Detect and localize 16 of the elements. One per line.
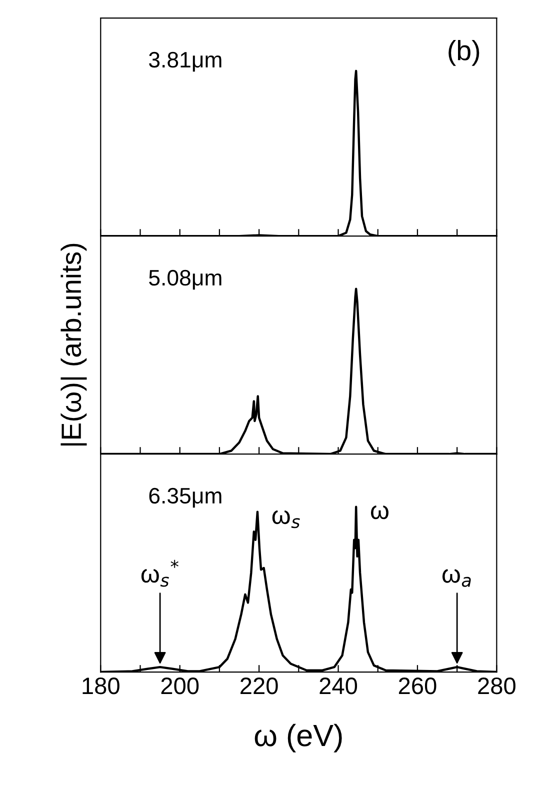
x-tick-label: 200	[161, 678, 199, 694]
annotation: ω$_{s}$	[272, 510, 300, 528]
annotation: 5.08μm	[149, 270, 222, 290]
annotation: 3.81μm	[149, 52, 222, 72]
y-axis-title: |E(ω)| (arb.units)	[60, 244, 87, 446]
x-tick-label: 280	[478, 678, 516, 694]
annotation: ω$_{s}$$^{*}$	[141, 560, 178, 587]
x-tick-label: 260	[398, 678, 436, 694]
x-tick-label: 180	[82, 678, 120, 694]
annotation: ω	[370, 505, 388, 520]
x-axis-title: ω (eV)	[254, 724, 342, 752]
annotation: 6.35μm	[149, 488, 222, 508]
x-tick-label: 240	[320, 678, 358, 694]
annotation: ω$_{a}$	[442, 569, 471, 587]
x-tick-label: 220	[240, 678, 278, 694]
text: (b)	[448, 40, 480, 66]
